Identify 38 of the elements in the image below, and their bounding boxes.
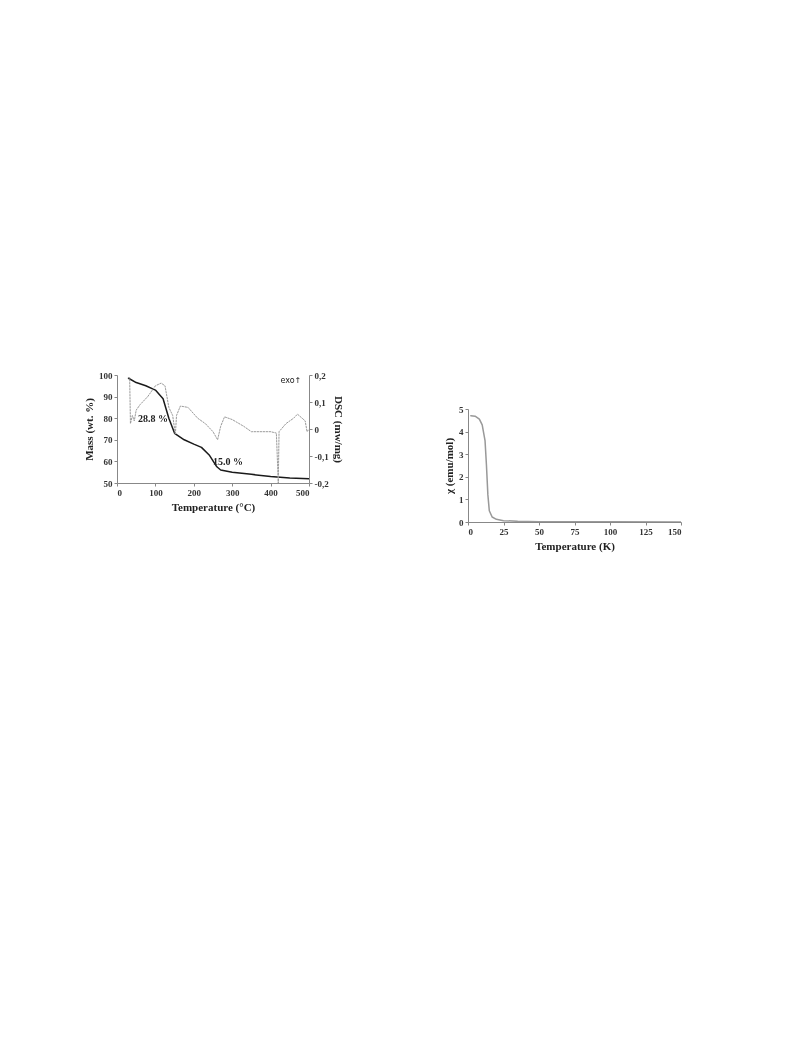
annotation: 15.0 %	[213, 456, 243, 468]
annotation: 28.8 %	[138, 412, 169, 424]
x-tick-label: 100	[603, 526, 618, 537]
y-tick-label: 5	[459, 404, 464, 415]
x-tick-label: 100	[149, 487, 164, 498]
y2-tick-label: 0,2	[314, 370, 327, 381]
y-tick-label: 2	[459, 472, 464, 483]
x-tick-label: 75	[570, 526, 580, 537]
y-tick-label: 80	[103, 413, 113, 424]
y-tick-label: 90	[103, 392, 113, 403]
x-tick-label: 150	[668, 526, 682, 537]
y2-axis-title: DSC (mw/mg)	[331, 396, 345, 464]
y-tick-label: 60	[103, 456, 113, 467]
y-axis-title: Mass (wt. %)	[83, 397, 96, 461]
x-axis-title: Temperature (K)	[535, 539, 616, 553]
x-tick-label: 400	[264, 487, 279, 498]
y-axis-title: χ (emu/mol)	[443, 437, 456, 496]
y-tick-label: 1	[459, 494, 464, 505]
y-tick-label: 0	[459, 517, 464, 528]
x-tick-label: 0	[468, 526, 474, 537]
x-tick-label: 50	[535, 526, 545, 537]
x-tick-label: 300	[225, 487, 240, 498]
y2-tick-label: -0,1	[314, 451, 330, 462]
y2-tick-label: -0,2	[314, 478, 330, 489]
y-tick-label: 4	[459, 427, 464, 438]
y-tick-label: 70	[103, 435, 113, 446]
x-axis-title: Temperature (°C)	[171, 500, 256, 514]
y-tick-label: 50	[103, 478, 113, 489]
x-tick-label: 500	[296, 487, 310, 498]
annotation: exo↑	[280, 376, 302, 386]
x-tick-label: 25	[499, 526, 509, 537]
x-tick-label: 200	[187, 487, 202, 498]
x-tick-label: 125	[639, 526, 654, 537]
x-tick-label: 0	[117, 487, 123, 498]
y2-tick-label: 0	[314, 424, 320, 435]
y2-tick-label: 0,1	[314, 397, 327, 408]
y-tick-label: 3	[459, 449, 464, 460]
y-tick-label: 100	[99, 370, 113, 381]
